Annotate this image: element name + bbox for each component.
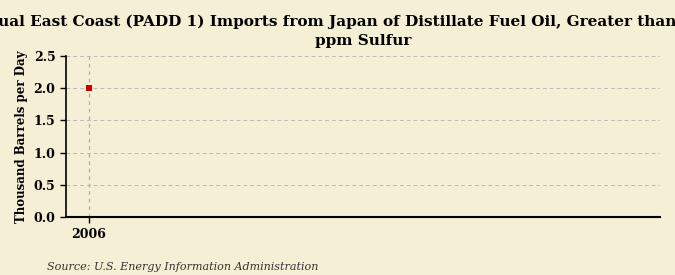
- Title: Annual East Coast (PADD 1) Imports from Japan of Distillate Fuel Oil, Greater th: Annual East Coast (PADD 1) Imports from …: [0, 15, 675, 48]
- Y-axis label: Thousand Barrels per Day: Thousand Barrels per Day: [15, 50, 28, 223]
- Text: Source: U.S. Energy Information Administration: Source: U.S. Energy Information Administ…: [47, 262, 319, 272]
